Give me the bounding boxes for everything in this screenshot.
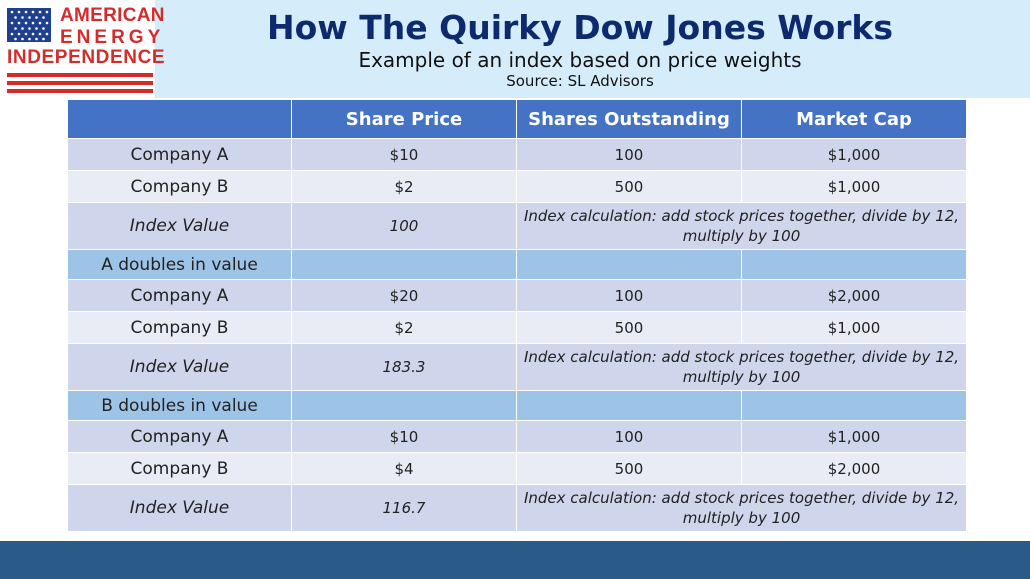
row-label: Company B: [67, 170, 292, 203]
index-value-label: Index Value: [67, 202, 292, 250]
shares-outstanding-cell: 100: [516, 279, 742, 312]
logo: AMERICAN ENERGY INDEPENDENCE: [5, 5, 165, 95]
table-row: Company A $10 100 $1,000: [67, 138, 967, 171]
index-value-cell: 100: [291, 202, 517, 250]
share-price-cell: $20: [291, 279, 517, 312]
section-label: A doubles in value: [67, 249, 292, 280]
row-label: Company A: [67, 138, 292, 171]
index-value-label: Index Value: [67, 343, 292, 391]
index-calculation-note: Index calculation: add stock prices toge…: [516, 202, 967, 250]
index-value-cell: 116.7: [291, 484, 517, 532]
page-title: How The Quirky Dow Jones Works: [267, 8, 893, 47]
section-empty-cell: [516, 390, 742, 421]
row-label: Company B: [67, 452, 292, 485]
table-row: Company B $4 500 $2,000: [67, 452, 967, 485]
table-row: Company B $2 500 $1,000: [67, 311, 967, 344]
logo-text-independence: INDEPENDENCE: [7, 47, 166, 68]
market-cap-cell: $1,000: [741, 170, 967, 203]
section-empty-cell: [741, 249, 967, 280]
index-calculation-note: Index calculation: add stock prices toge…: [516, 484, 967, 532]
table-row: Company B $2 500 $1,000: [67, 170, 967, 203]
row-label: Company A: [67, 420, 292, 453]
section-row: B doubles in value: [67, 390, 967, 421]
share-price-cell: $2: [291, 311, 517, 344]
us-flag-icon: [7, 8, 51, 42]
column-header-shares-outstanding: Shares Outstanding: [516, 99, 742, 139]
column-header-share-price: Share Price: [291, 99, 517, 139]
section-row: A doubles in value: [67, 249, 967, 280]
market-cap-cell: $2,000: [741, 279, 967, 312]
index-value-row: Index Value 183.3 Index calculation: add…: [67, 343, 967, 391]
page-subtitle: Example of an index based on price weigh…: [358, 48, 802, 72]
section-label: B doubles in value: [67, 390, 292, 421]
column-header-market-cap: Market Cap: [741, 99, 967, 139]
share-price-cell: $4: [291, 452, 517, 485]
market-cap-cell: $1,000: [741, 138, 967, 171]
logo-text-energy: ENERGY: [60, 27, 165, 48]
logo-text-american: AMERICAN: [60, 5, 165, 26]
section-empty-cell: [291, 390, 517, 421]
market-cap-cell: $1,000: [741, 311, 967, 344]
table-row: Company A $20 100 $2,000: [67, 279, 967, 312]
table-header-row: Share Price Shares Outstanding Market Ca…: [67, 99, 967, 139]
column-header-label: [67, 99, 292, 139]
row-label: Company B: [67, 311, 292, 344]
market-cap-cell: $1,000: [741, 420, 967, 453]
footer-bar: [0, 541, 1030, 579]
index-value-label: Index Value: [67, 484, 292, 532]
source-note: Source: SL Advisors: [506, 72, 654, 90]
dow-table: Share Price Shares Outstanding Market Ca…: [67, 99, 967, 532]
title-block: How The Quirky Dow Jones Works Example o…: [155, 8, 1005, 90]
table-row: Company A $10 100 $1,000: [67, 420, 967, 453]
shares-outstanding-cell: 500: [516, 311, 742, 344]
section-empty-cell: [741, 390, 967, 421]
flag-stripes-icon: [7, 73, 153, 93]
row-label: Company A: [67, 279, 292, 312]
share-price-cell: $10: [291, 420, 517, 453]
shares-outstanding-cell: 100: [516, 138, 742, 171]
market-cap-cell: $2,000: [741, 452, 967, 485]
shares-outstanding-cell: 100: [516, 420, 742, 453]
header-band: [155, 0, 1030, 98]
share-price-cell: $10: [291, 138, 517, 171]
index-value-row: Index Value 116.7 Index calculation: add…: [67, 484, 967, 532]
index-value-cell: 183.3: [291, 343, 517, 391]
shares-outstanding-cell: 500: [516, 170, 742, 203]
index-calculation-note: Index calculation: add stock prices toge…: [516, 343, 967, 391]
shares-outstanding-cell: 500: [516, 452, 742, 485]
section-empty-cell: [291, 249, 517, 280]
section-empty-cell: [516, 249, 742, 280]
index-value-row: Index Value 100 Index calculation: add s…: [67, 202, 967, 250]
share-price-cell: $2: [291, 170, 517, 203]
